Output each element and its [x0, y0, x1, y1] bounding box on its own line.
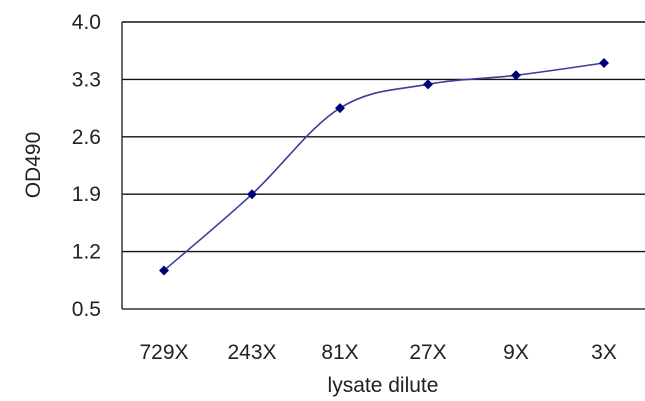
y-tick-label: 0.5 — [72, 298, 101, 321]
y-tick-label: 2.6 — [72, 126, 101, 149]
x-tick-label: 243X — [227, 341, 276, 364]
plot-area — [122, 22, 645, 309]
data-point — [599, 58, 609, 68]
gridlines — [122, 21, 645, 310]
x-tick-label: 9X — [503, 341, 529, 364]
y-tick-label: 4.0 — [72, 11, 101, 34]
data-point — [159, 265, 169, 276]
x-axis-title: lysate dilute — [328, 374, 439, 397]
x-tick-label: 3X — [591, 341, 617, 364]
x-tick-label: 81X — [321, 341, 358, 364]
x-tick-label: 729X — [139, 341, 188, 364]
x-tick-label: 27X — [409, 341, 446, 364]
y-axis-title: OD490 — [22, 132, 45, 199]
data-markers — [159, 58, 609, 276]
data-point — [423, 79, 433, 90]
y-tick-label: 1.2 — [72, 241, 101, 264]
x-tick-labels: 729X 243X 81X 27X 9X 3X — [139, 341, 616, 364]
data-point — [247, 189, 257, 200]
data-point — [511, 70, 521, 81]
y-tick-label: 3.3 — [72, 68, 101, 91]
y-tick-label: 1.9 — [72, 183, 101, 206]
data-point — [335, 103, 345, 114]
series-line — [163, 62, 605, 272]
y-tick-labels: 0.5 1.2 1.9 2.6 3.3 4.0 — [72, 11, 101, 321]
